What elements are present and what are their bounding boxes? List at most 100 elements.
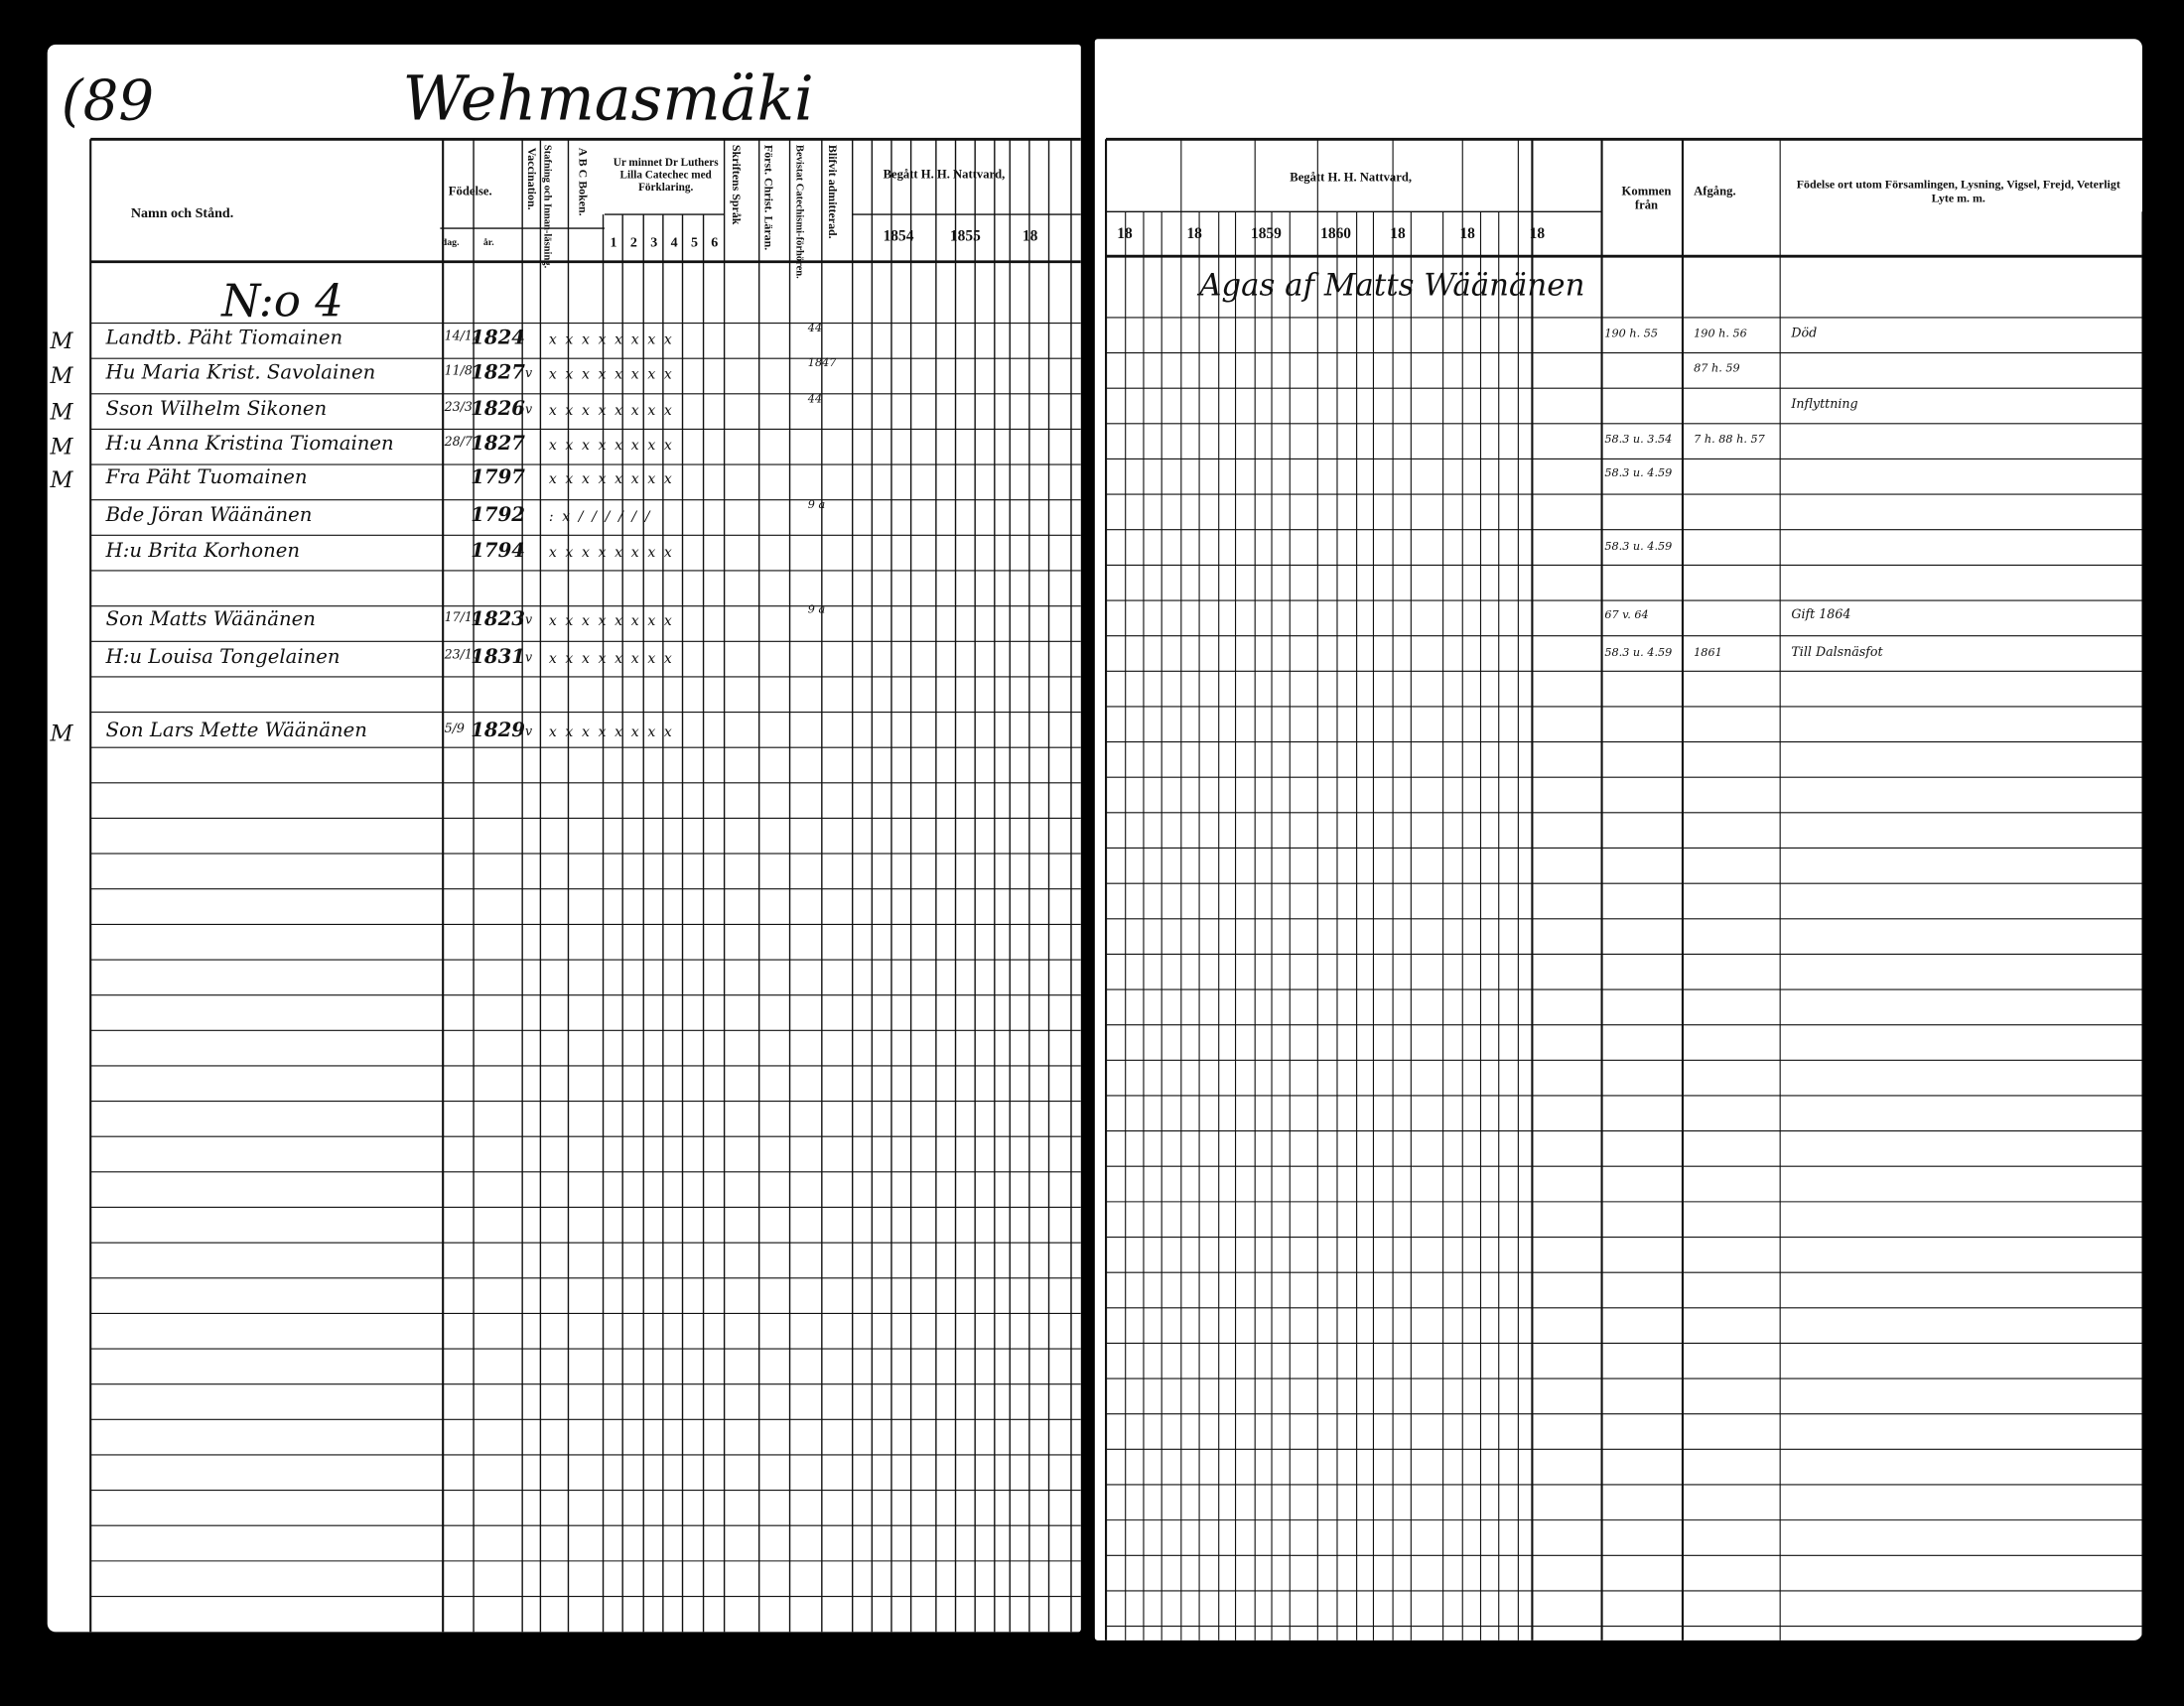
birth-day: 17/10 <box>444 610 480 625</box>
entry-name: H:u Louisa Tongelainen <box>105 646 341 669</box>
header-year: år. <box>482 236 494 248</box>
margin-mark: M <box>50 466 73 493</box>
margin-mark: M <box>50 398 73 425</box>
birth-year: 1797 <box>471 466 525 489</box>
came-from-entry: 58.3 u. 4.59 <box>1604 540 1673 554</box>
birth-day: 11/8 <box>444 364 473 379</box>
catechism-col-6: 6 <box>711 235 719 251</box>
header-christian-doctrine: Först. Christ. Läran. <box>761 144 776 251</box>
admitted-mark: 44 <box>807 322 823 334</box>
year-col-1: 18 <box>1117 225 1133 243</box>
margin-mark: M <box>50 433 73 460</box>
header-communion: Begått H. H. Nattvard, <box>883 167 1006 182</box>
entry-name: Bde Jöran Wäänänen <box>105 503 313 527</box>
birth-day: 23/10 <box>444 648 480 663</box>
birth-year: 1823 <box>471 608 525 631</box>
entry-name: H:u Brita Korhonen <box>105 540 301 563</box>
reading-marks: x x x x x x x x <box>548 651 674 668</box>
entry-name: Son Matts Wäänänen <box>105 608 316 631</box>
header-catechism-hearings: Bevistat Catechismi-förhören. <box>793 144 807 279</box>
header-came-from: Kommen från <box>1621 184 1672 212</box>
village-name: Wehmasmäki <box>402 64 814 136</box>
remarks-entry: Gift 1864 <box>1791 608 1851 623</box>
admitted-mark: 1847 <box>807 356 837 369</box>
header-vaccination: Vaccination. <box>524 147 539 210</box>
entry-name: Sson Wilhelm Sikonen <box>105 398 328 421</box>
departure-entry: 190 h. 56 <box>1694 327 1747 340</box>
entry-name: H:u Anna Kristina Tiomainen <box>105 433 394 456</box>
margin-mark: M <box>50 720 73 747</box>
reading-marks: : x / / / / / / <box>548 509 652 525</box>
header-scripture: Skriftens Språk <box>730 144 745 225</box>
birth-day: 14/12 <box>444 329 480 344</box>
header-abc: A B C Boken. <box>576 147 591 216</box>
household-note: Agas af Matts Wäänänen <box>1199 268 1585 304</box>
birth-year: 1831 <box>471 646 525 669</box>
reading-marks: x x x x x x x x <box>548 332 674 348</box>
birth-day: 5/9 <box>444 722 465 737</box>
catechism-col-2: 2 <box>629 235 637 251</box>
remarks-entry: Inflyttning <box>1791 398 1858 413</box>
came-from-entry: 58.3 u. 4.59 <box>1604 466 1673 479</box>
catechism-col-4: 4 <box>670 235 678 251</box>
header-birth: Födelse. <box>448 184 492 198</box>
catechism-col-3: 3 <box>650 235 658 251</box>
entry-name: Landtb. Päht Tiomainen <box>105 327 343 350</box>
came-from-entry: 190 h. 55 <box>1604 327 1659 340</box>
margin-mark: M <box>50 361 73 389</box>
year-18: 18 <box>1022 228 1038 245</box>
vaccination-mark: v <box>524 651 533 666</box>
birth-year: 1824 <box>471 327 525 350</box>
birth-year: 1827 <box>471 361 525 385</box>
admitted-mark: 44 <box>807 392 823 406</box>
year-col-3: 1859 <box>1250 225 1282 243</box>
entry-name: Hu Maria Krist. Savolainen <box>105 361 376 385</box>
year-col-7: 18 <box>1529 225 1546 243</box>
vaccination-mark: v <box>524 725 533 740</box>
catechism-col-5: 5 <box>690 235 698 251</box>
header-remarks: Födelse ort utom Församlingen, Lysning, … <box>1796 177 2120 204</box>
year-col-5: 18 <box>1390 225 1406 243</box>
departure-entry: 87 h. 59 <box>1694 361 1740 375</box>
came-from-entry: 58.3 u. 3.54 <box>1604 433 1673 446</box>
birth-year: 1794 <box>471 540 525 563</box>
margin-mark: M <box>50 327 73 354</box>
birth-day: 28/7 <box>444 436 473 451</box>
header-day: dag. <box>441 236 460 248</box>
birth-day: 23/3 <box>444 401 473 416</box>
vaccination-mark: v <box>524 403 533 418</box>
reading-marks: x x x x x x x x <box>548 438 674 455</box>
entry-name: Son Lars Mette Wäänänen <box>105 720 367 742</box>
reading-marks: x x x x x x x x <box>548 546 674 562</box>
remarks-entry: Till Dalsnäsfot <box>1791 646 1883 661</box>
entry-name: Fra Päht Tuomainen <box>105 466 308 489</box>
reading-marks: x x x x x x x x <box>548 403 674 420</box>
departure-entry: 7 h. 88 h. 57 <box>1694 433 1765 446</box>
header-name: Namn och Stånd. <box>130 205 234 222</box>
year-1854: 1854 <box>883 228 914 245</box>
birth-year: 1829 <box>471 720 525 742</box>
reading-marks: x x x x x x x x <box>548 471 674 488</box>
remarks-entry: Död <box>1791 327 1818 341</box>
reading-marks: x x x x x x x x <box>548 725 674 741</box>
left-grid <box>89 137 1081 1633</box>
header-communion-right: Begått H. H. Nattvard, <box>1290 170 1413 185</box>
departure-entry: 1861 <box>1694 646 1722 659</box>
left-page: (89 Wehmasmäki Namn och Stånd. Födelse. … <box>47 44 1081 1633</box>
household-number: N:o 4 <box>221 274 343 328</box>
reading-marks: x x x x x x x x <box>548 613 674 630</box>
header-spelling: Stafning och Innan-läsning. <box>541 144 555 269</box>
header-catechism: Ur minnet Dr Luthers Lilla Catechec med … <box>613 156 719 195</box>
admitted-mark: 9 a <box>807 602 826 616</box>
vaccination-mark: v <box>524 367 533 382</box>
birth-year: 1826 <box>471 398 525 421</box>
birth-year: 1792 <box>471 503 525 527</box>
birth-year: 1827 <box>471 433 525 456</box>
came-from-entry: 67 v. 64 <box>1604 608 1649 621</box>
year-col-6: 18 <box>1459 225 1475 243</box>
header-departure: Afgång. <box>1694 184 1736 198</box>
right-grid <box>1105 137 2142 1640</box>
right-page: Begått H. H. Nattvard, 18 18 1859 1860 18 18 1… <box>1094 39 2142 1640</box>
reading-marks: x x x x x x x x <box>548 367 674 383</box>
